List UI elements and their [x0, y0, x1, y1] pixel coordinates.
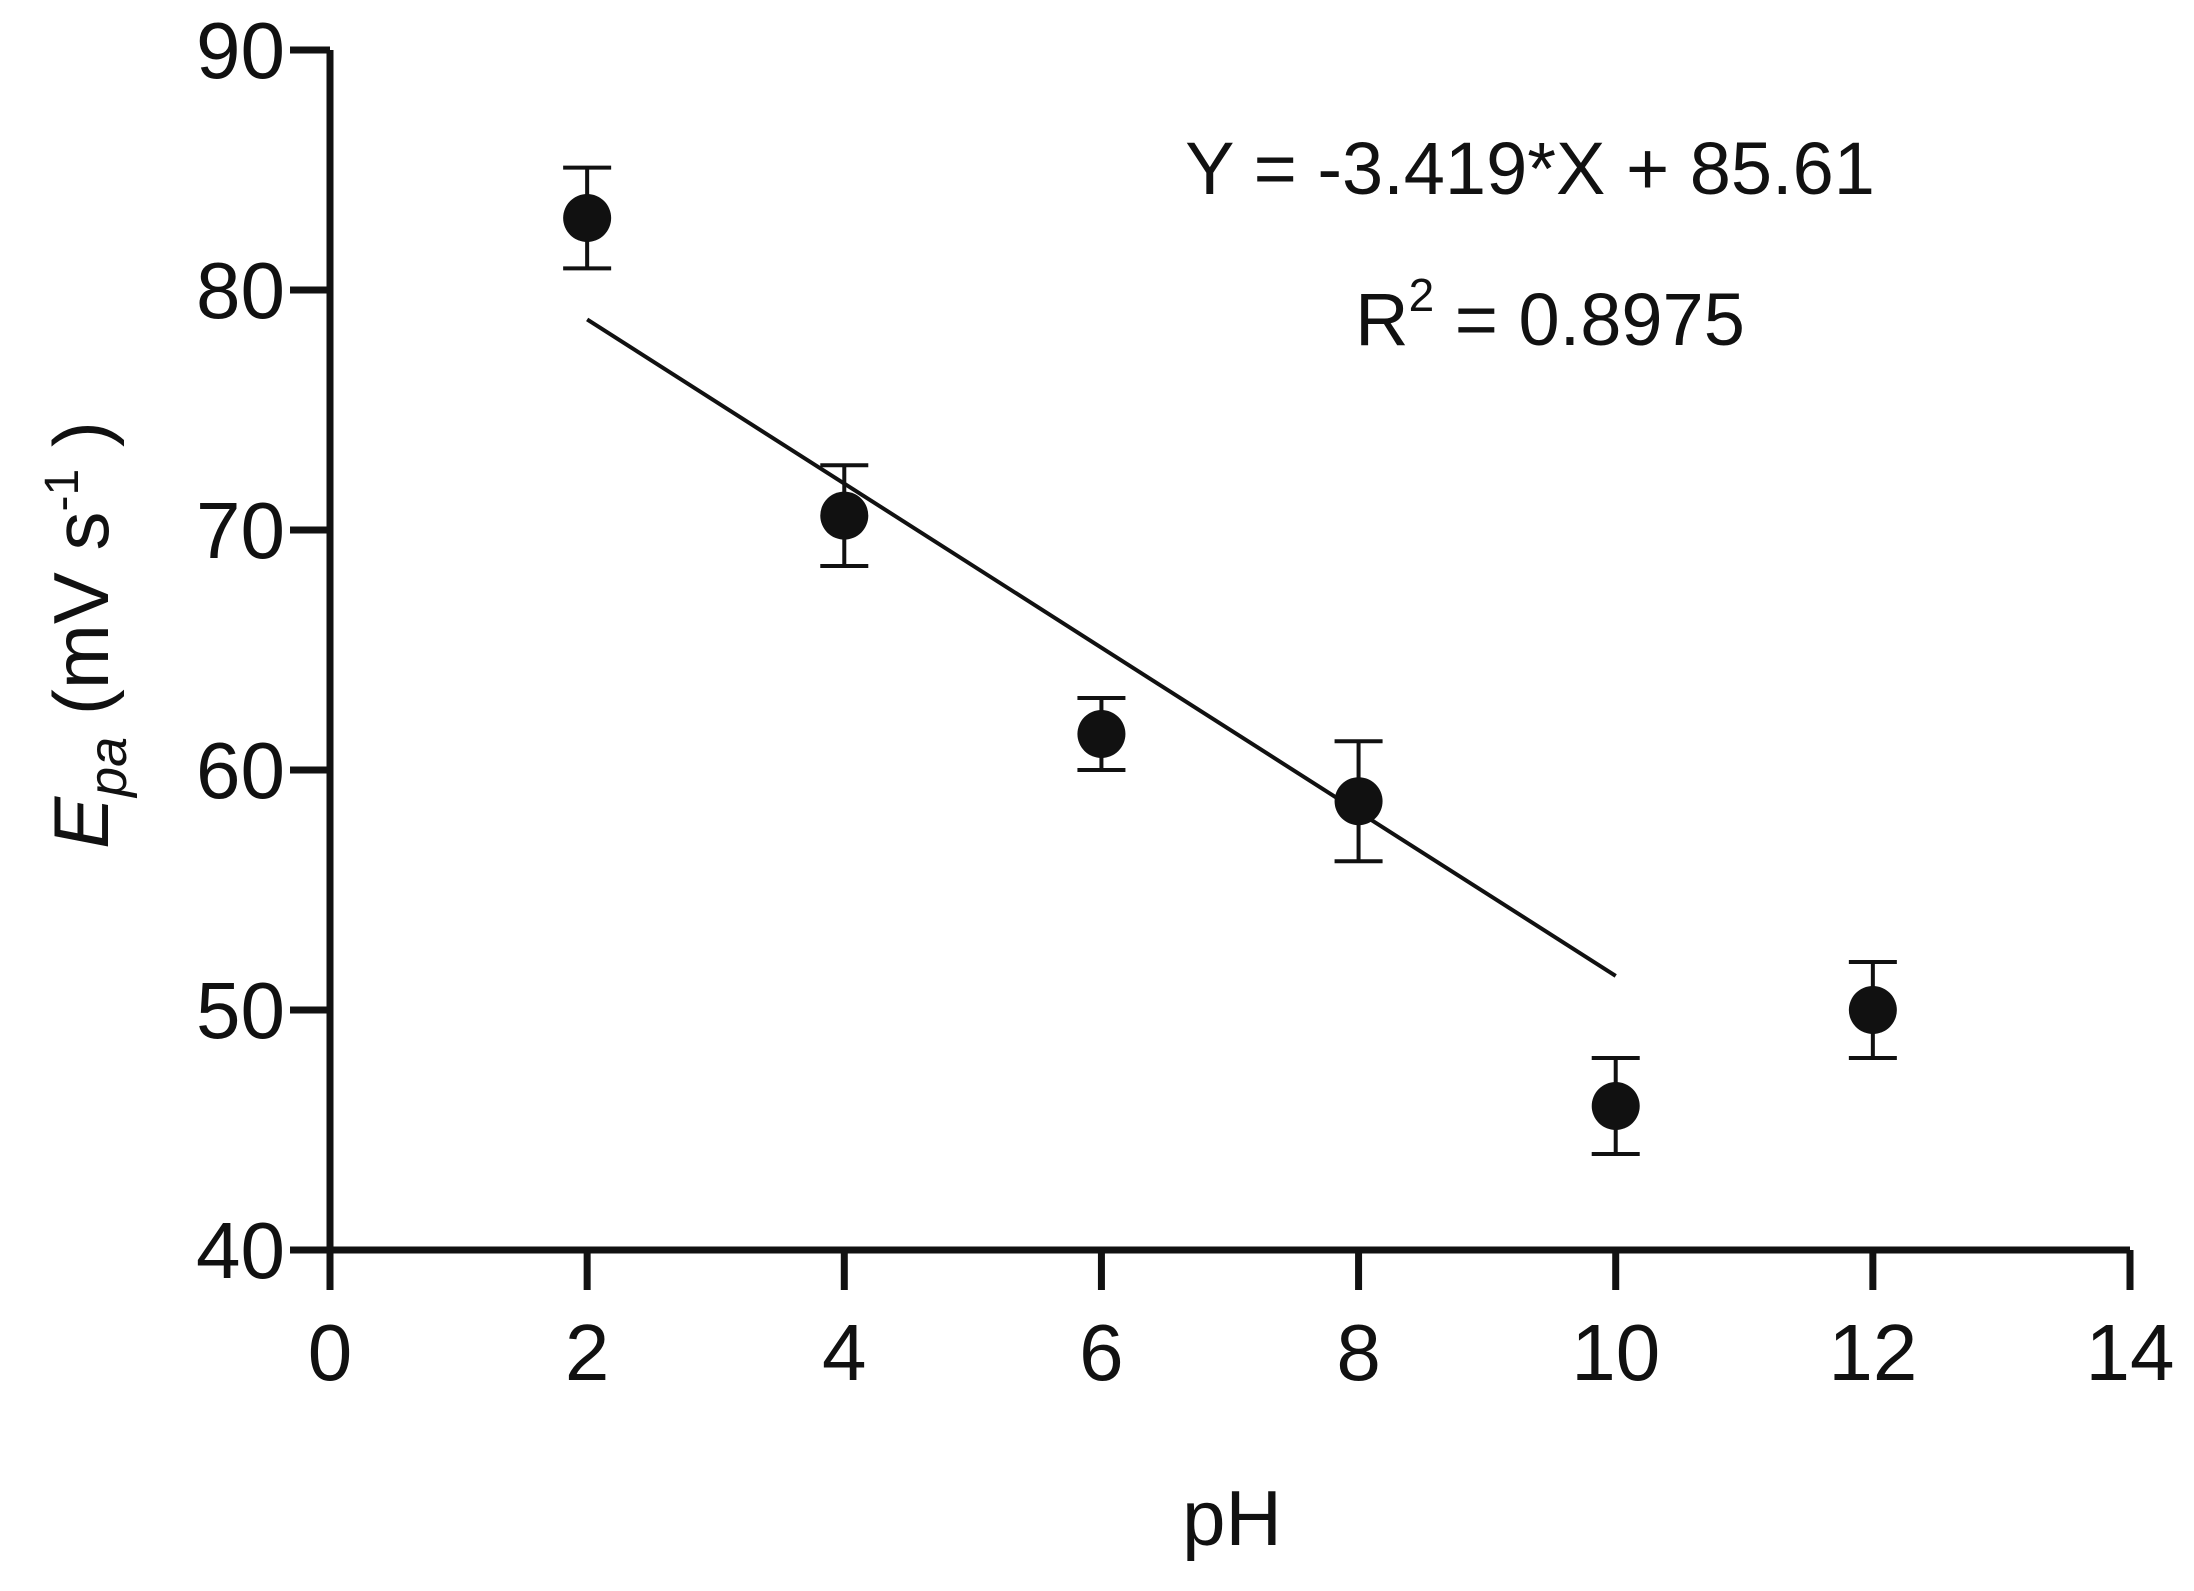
x-axis-title: pH — [1182, 1474, 1282, 1562]
y-tick-label: 90 — [196, 6, 285, 95]
data-marker — [1591, 1082, 1640, 1130]
data-point-1 — [563, 165, 612, 271]
x-tick-label: 4 — [822, 1308, 867, 1397]
annotation-box — [1090, 95, 1990, 255]
x-tick-label: 8 — [1336, 1308, 1381, 1397]
x-tick-label: 2 — [565, 1308, 610, 1397]
x-tick-label: 14 — [2086, 1308, 2175, 1397]
x-tick-label: 6 — [1079, 1308, 1124, 1397]
fit-line — [586, 317, 1617, 978]
data-marker — [1848, 986, 1897, 1034]
r-squared-value: = 0.8975 — [1434, 278, 1745, 361]
y-tick-label: 80 — [196, 246, 285, 335]
y-axis-symbol: E — [37, 796, 125, 849]
data-points — [563, 165, 1897, 1156]
r-squared: R2 = 0.8975 — [1355, 269, 1745, 361]
x-tick-label: 10 — [1571, 1308, 1660, 1397]
y-tick-label: 60 — [196, 726, 285, 815]
fit-equation: Y = -3.419*X + 85.61 — [1185, 127, 1875, 210]
data-marker — [1077, 710, 1126, 758]
data-point-3 — [1077, 696, 1126, 772]
x-tick-label: 0 — [308, 1308, 353, 1397]
y-axis-unit-close: ) — [37, 421, 125, 469]
axes: 40 50 60 70 80 90 0 2 4 6 8 10 12 14 — [196, 6, 2174, 1397]
y-tick-label: 70 — [196, 486, 285, 575]
data-point-2 — [820, 463, 869, 568]
fit-line-group — [586, 317, 1617, 978]
data-point-4 — [1334, 739, 1383, 864]
y-axis-subscript: pa — [78, 737, 138, 799]
data-marker — [563, 194, 612, 242]
data-point-5 — [1591, 1056, 1640, 1156]
x-tick-label: 12 — [1828, 1308, 1917, 1397]
y-axis-title: Epa (mV s-1 ) — [36, 421, 138, 849]
y-axis-unit-open: (mV s — [37, 511, 125, 736]
data-marker — [1334, 777, 1383, 826]
r-squared-symbol: R — [1355, 278, 1408, 361]
data-marker — [820, 491, 869, 540]
y-axis-unit-exponent: -1 — [36, 469, 89, 512]
r-squared-exponent: 2 — [1409, 269, 1435, 321]
data-point-6 — [1848, 960, 1897, 1060]
y-tick-label: 50 — [196, 966, 285, 1055]
y-tick-label: 40 — [196, 1206, 285, 1295]
